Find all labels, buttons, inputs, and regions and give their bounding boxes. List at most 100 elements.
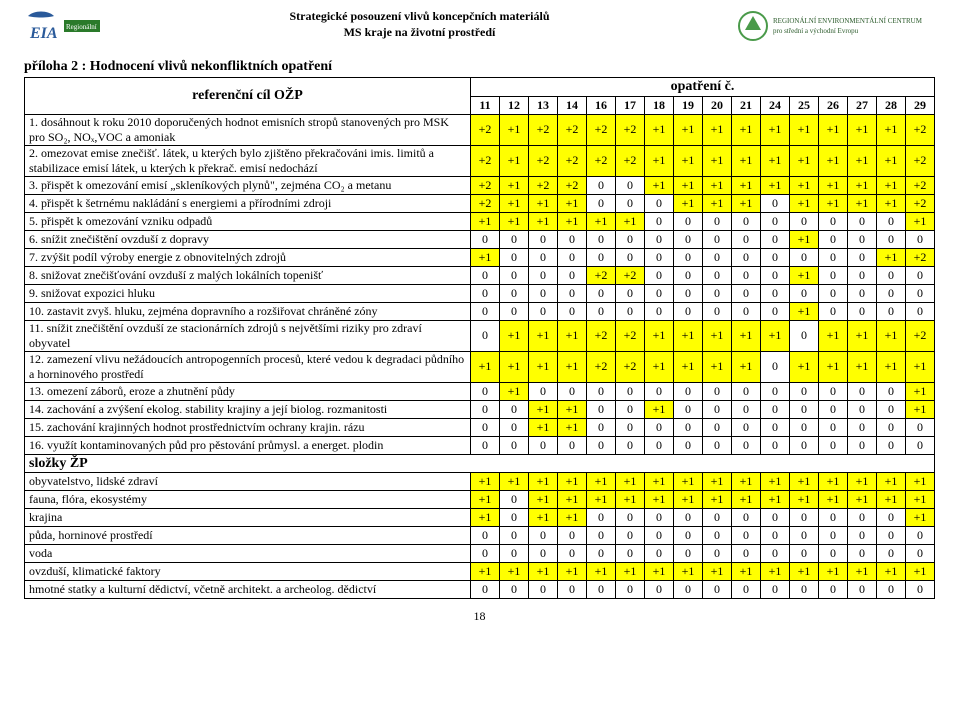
value-cell: 0 [586,248,615,266]
value-cell: +1 [644,176,673,194]
value-cell: 0 [557,527,586,545]
value-cell: +1 [615,491,644,509]
value-cell: 0 [760,527,789,545]
value-cell: 0 [905,436,934,454]
value-cell: 0 [586,382,615,400]
value-cell: +1 [586,563,615,581]
attachment-title: příloha 2 : Hodnocení vlivů nekonfliktní… [24,59,935,75]
value-cell: 0 [818,545,847,563]
row-label: 8. snižovat znečišťování ovzduší z malýc… [25,266,471,284]
value-cell: 0 [673,382,702,400]
value-cell: +1 [528,351,557,382]
value-cell: +1 [789,266,818,284]
value-cell: +1 [905,382,934,400]
value-cell: 0 [818,230,847,248]
svg-text:REGIONÁLNÍ ENVIRONMENTÁLNÍ CEN: REGIONÁLNÍ ENVIRONMENTÁLNÍ CENTRUM [773,17,923,25]
value-cell: 0 [847,509,876,527]
value-cell: +1 [760,320,789,351]
value-cell: 0 [470,284,499,302]
value-cell: 0 [876,581,905,599]
row-label: 10. zastavit zvyš. hluku, zejména doprav… [25,302,471,320]
value-cell: 0 [760,284,789,302]
value-cell: +1 [557,563,586,581]
value-cell: +1 [673,176,702,194]
value-cell: +1 [499,145,528,176]
value-cell: +1 [789,145,818,176]
value-cell: 0 [615,545,644,563]
row-label: obyvatelstvo, lidské zdraví [25,473,471,491]
value-cell: 0 [470,266,499,284]
value-cell: +1 [557,491,586,509]
value-cell: 0 [528,266,557,284]
value-cell: +1 [673,114,702,145]
value-cell: 0 [731,302,760,320]
value-cell: 0 [644,284,673,302]
value-cell: 0 [731,509,760,527]
value-cell: 0 [528,302,557,320]
value-cell: +1 [528,491,557,509]
value-cell: +1 [789,491,818,509]
value-cell: +1 [905,400,934,418]
value-cell: 0 [644,194,673,212]
value-cell: 0 [615,230,644,248]
value-cell: +2 [615,266,644,284]
row-label: fauna, flóra, ekosystémy [25,491,471,509]
value-cell: +1 [847,114,876,145]
row-label: půda, horninové prostředí [25,527,471,545]
value-cell: 0 [615,400,644,418]
value-cell: 0 [876,266,905,284]
value-cell: +1 [789,176,818,194]
value-cell: 0 [528,436,557,454]
row-label: hmotné statky a kulturní dědictví, včetn… [25,581,471,599]
value-cell: 0 [760,266,789,284]
value-cell: +2 [557,145,586,176]
value-cell: +1 [876,114,905,145]
value-cell: +1 [528,194,557,212]
row-label: krajina [25,509,471,527]
value-cell: 0 [847,302,876,320]
value-cell: +1 [673,473,702,491]
value-cell: 0 [760,382,789,400]
value-cell: 0 [731,400,760,418]
value-cell: 0 [731,284,760,302]
value-cell: 0 [673,436,702,454]
value-cell: +1 [731,145,760,176]
value-cell: +2 [586,266,615,284]
value-cell: 0 [905,284,934,302]
value-cell: +1 [499,212,528,230]
row-label: 9. snižovat expozici hluku [25,284,471,302]
value-cell: 0 [586,400,615,418]
value-cell: 0 [586,545,615,563]
value-cell: +2 [470,194,499,212]
row-label: 3. přispět k omezování emisí „skleníkový… [25,176,471,194]
value-cell: +1 [760,176,789,194]
value-cell: 0 [470,320,499,351]
value-cell: +2 [905,145,934,176]
value-cell: +1 [470,563,499,581]
value-cell: 0 [876,212,905,230]
value-cell: +1 [731,473,760,491]
value-cell: +1 [499,176,528,194]
value-cell: 0 [673,230,702,248]
value-cell: +1 [528,320,557,351]
value-cell: +1 [557,400,586,418]
value-cell: 0 [615,248,644,266]
value-cell: +1 [905,563,934,581]
value-cell: +1 [876,491,905,509]
page-header: EIA Regionální Strategické posouzení vli… [24,8,935,53]
row-label: 11. snížit znečištění ovzduší ze stacion… [25,320,471,351]
value-cell: 0 [702,418,731,436]
value-cell: +1 [818,176,847,194]
value-cell: +1 [789,114,818,145]
value-cell: 0 [789,382,818,400]
value-cell: 0 [615,284,644,302]
column-header: 26 [818,96,847,114]
value-cell: 0 [673,545,702,563]
value-cell: 0 [586,176,615,194]
value-cell: 0 [905,266,934,284]
value-cell: 0 [702,436,731,454]
value-cell: 0 [499,400,528,418]
value-cell: 0 [673,400,702,418]
value-cell: +1 [673,194,702,212]
value-cell: +1 [876,194,905,212]
